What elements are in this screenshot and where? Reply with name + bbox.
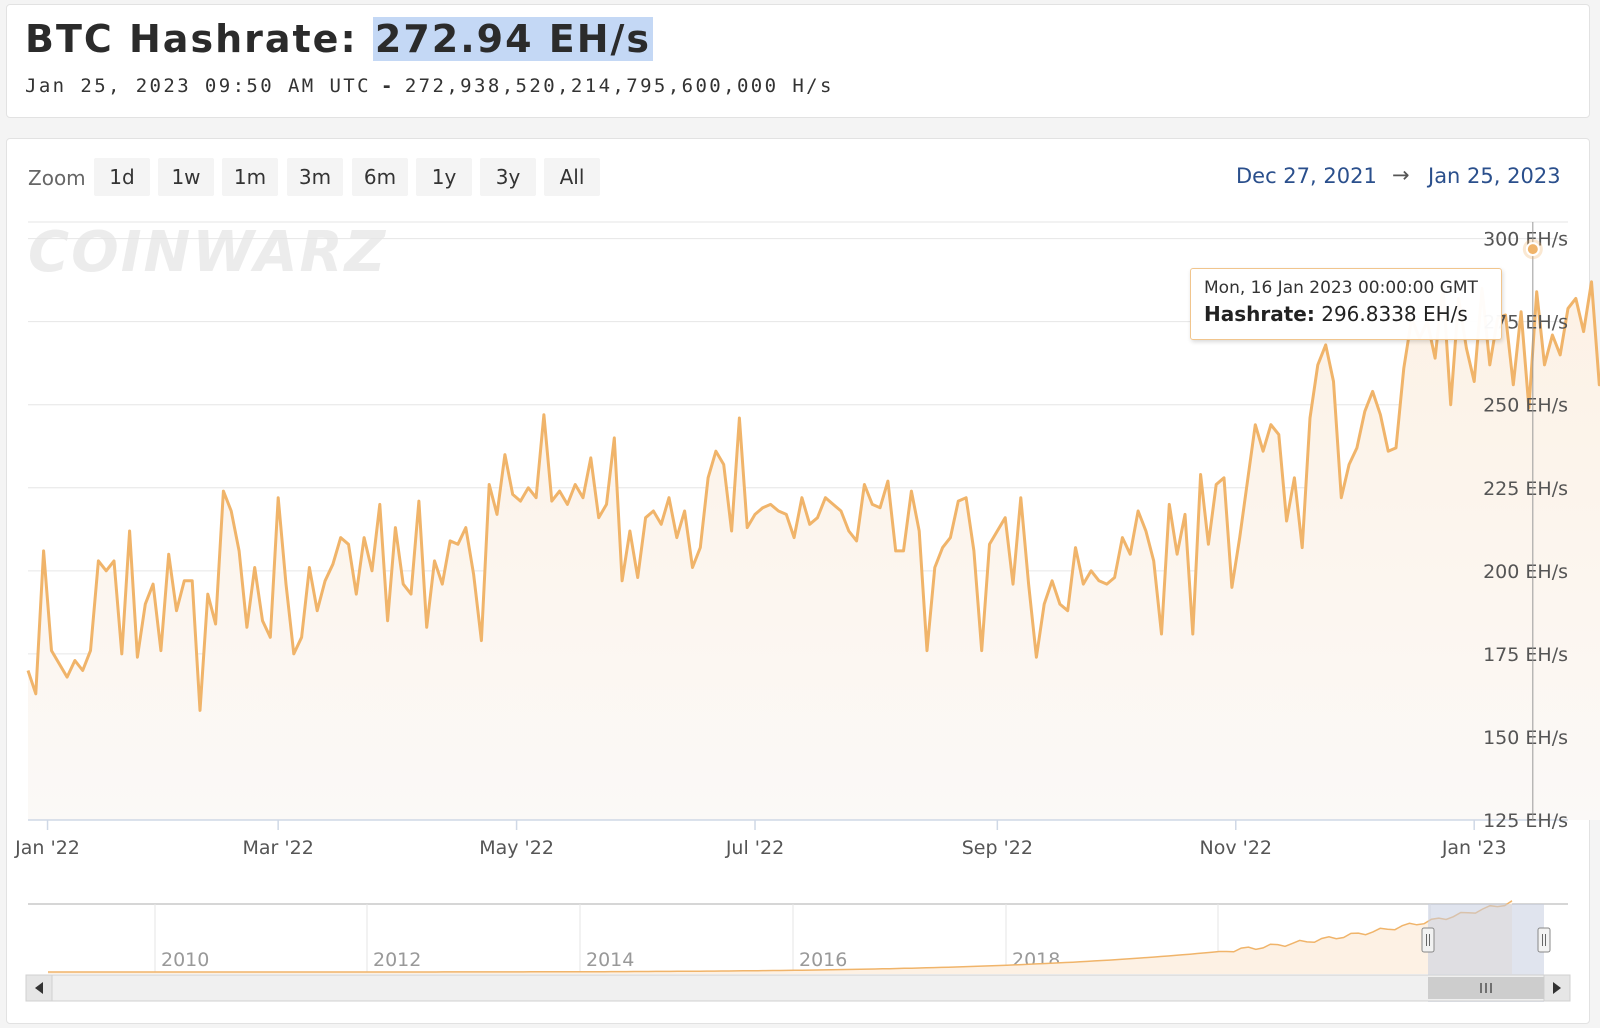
x-tick-label: Jan '22: [14, 837, 80, 859]
navigator-year-label: 2010: [161, 949, 209, 971]
range-from-date[interactable]: Dec 27, 2021: [1236, 164, 1377, 188]
zoom-button-6m[interactable]: 6m: [352, 158, 408, 196]
tooltip-label: Hashrate:: [1204, 302, 1315, 326]
zoom-label: Zoom: [28, 166, 86, 190]
series-area-fill: [28, 281, 1600, 820]
x-tick-label: Jan '23: [1441, 837, 1507, 859]
title-prefix: BTC Hashrate:: [25, 17, 373, 61]
highlight-point[interactable]: [1525, 242, 1540, 257]
tooltip-date: Mon, 16 Jan 2023 00:00:00 GMT: [1204, 278, 1478, 298]
range-arrow-icon: →: [1392, 163, 1410, 187]
navigator-scrollbar-track[interactable]: [25, 974, 1571, 1002]
coinwarz-watermark-logo: COINWARZ: [28, 220, 388, 285]
hashrate-series-line[interactable]: [26, 249, 1600, 712]
zoom-button-3y[interactable]: 3y: [480, 158, 536, 196]
y-tick-label: 175 EH/s: [1483, 644, 1568, 666]
y-tick-label: 125 EH/s: [1483, 810, 1568, 832]
tooltip-value-line: Hashrate: 296.8338 EH/s: [1204, 302, 1488, 326]
scroll-left-arrow-icon: [35, 982, 43, 994]
y-tick-label: 225 EH/s: [1483, 478, 1568, 500]
raw-hashrate: 272,938,520,214,795,600,000 H/s: [404, 75, 834, 97]
x-tick-label: Sep '22: [962, 837, 1033, 859]
zoom-button-3m[interactable]: 3m: [287, 158, 343, 196]
y-tick-label: 300 EH/s: [1483, 229, 1568, 251]
timestamp: Jan 25, 2023 09:50 AM UTC: [25, 75, 371, 97]
x-tick-label: Jul '22: [725, 837, 784, 859]
chart-tooltip: Mon, 16 Jan 2023 00:00:00 GMT Hashrate: …: [1190, 268, 1502, 340]
zoom-button-1m[interactable]: 1m: [222, 158, 278, 196]
y-tick-label: 250 EH/s: [1483, 395, 1568, 417]
navigator-year-label: 2014: [586, 949, 634, 971]
header-card: BTC Hashrate: 272.94 EH/s Jan 25, 2023 0…: [6, 4, 1590, 118]
navigator-left-handle[interactable]: [1421, 927, 1435, 953]
tooltip-value: 296.8338 EH/s: [1321, 302, 1468, 326]
range-to-date[interactable]: Jan 25, 2023: [1428, 164, 1561, 188]
navigator-area: [48, 900, 1512, 974]
separator: -: [380, 75, 395, 97]
navigator-right-handle[interactable]: [1537, 927, 1551, 953]
scroll-right-arrow-icon: [1553, 982, 1561, 994]
x-tick-label: Nov '22: [1200, 837, 1273, 859]
y-tick-label: 200 EH/s: [1483, 561, 1568, 583]
zoom-button-1w[interactable]: 1w: [158, 158, 214, 196]
subtitle-line: Jan 25, 2023 09:50 AM UTC -272,938,520,21…: [25, 75, 834, 97]
y-tick-label: 150 EH/s: [1483, 727, 1568, 749]
x-tick-label: Mar '22: [243, 837, 314, 859]
zoom-button-all[interactable]: All: [544, 158, 600, 196]
current-hashrate-value: 272.94 EH/s: [372, 17, 653, 61]
navigator-series-line: [48, 900, 1513, 973]
zoom-button-1y[interactable]: 1y: [416, 158, 472, 196]
y-tick-label: 275 EH/s: [1483, 312, 1568, 334]
x-tick-label: May '22: [479, 837, 554, 859]
page-title: BTC Hashrate: 272.94 EH/s: [25, 17, 653, 61]
navigator-year-label: 2012: [373, 949, 421, 971]
zoom-button-1d[interactable]: 1d: [94, 158, 150, 196]
navigator-year-label: 2016: [799, 949, 847, 971]
